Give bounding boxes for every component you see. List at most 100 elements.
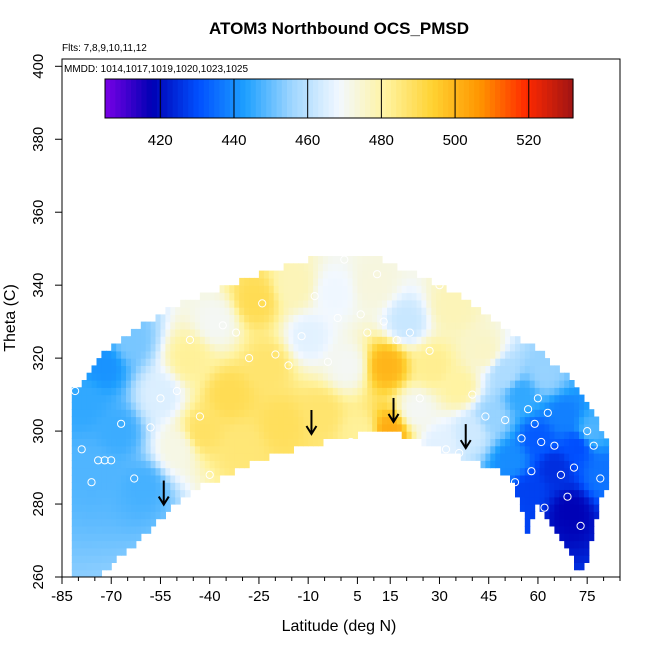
heat-cell	[121, 365, 127, 374]
colorbar-tick-label: 420	[148, 132, 173, 149]
heat-cell	[337, 416, 344, 425]
heat-cell	[268, 372, 275, 381]
heat-cell	[485, 343, 491, 352]
heat-cell	[145, 504, 152, 512]
heat-cell	[175, 489, 181, 498]
heat-cell	[224, 321, 230, 330]
heat-cell	[347, 372, 354, 381]
heat-cell	[155, 438, 161, 447]
heat-cell	[234, 343, 240, 352]
heat-cell	[199, 431, 206, 439]
heat-cell	[416, 365, 422, 374]
heat-cell	[515, 358, 521, 366]
heat-cell	[490, 460, 496, 469]
heat-cell	[96, 482, 102, 491]
heat-cell	[534, 380, 541, 388]
heat-cell	[500, 343, 506, 352]
heat-cell	[175, 343, 181, 352]
heat-cell	[480, 431, 486, 439]
heat-cell	[421, 350, 427, 359]
heat-cell	[121, 525, 127, 534]
heat-cell	[135, 489, 142, 498]
heat-cell	[308, 438, 314, 447]
heat-cell	[81, 482, 88, 491]
heat-cell	[362, 416, 368, 425]
heat-cell	[140, 518, 147, 527]
heat-cell	[229, 350, 235, 359]
heat-cell	[342, 263, 349, 272]
heat-cell	[396, 270, 403, 279]
heat-cell	[229, 423, 235, 432]
heat-cell	[490, 409, 496, 418]
heat-cell	[194, 431, 201, 439]
heat-cell	[268, 445, 275, 454]
heat-cell	[298, 270, 304, 279]
heat-cell	[140, 525, 147, 534]
heat-cell	[367, 256, 373, 264]
heat-cell	[411, 416, 418, 425]
heat-cell	[160, 467, 166, 476]
y-tick-label: 400	[30, 54, 47, 79]
heat-cell	[318, 321, 324, 330]
heat-cell	[283, 328, 290, 337]
heat-cell	[313, 343, 319, 352]
colorbar: 420 440 460 480 500 520	[104, 78, 574, 149]
heat-cell	[91, 569, 97, 577]
heat-cell	[322, 423, 329, 432]
heat-cell	[549, 511, 555, 520]
heat-cell	[322, 365, 329, 374]
heat-cell	[258, 336, 265, 345]
heat-cell	[155, 489, 161, 498]
heat-cell	[342, 321, 349, 330]
heat-cell	[288, 343, 294, 352]
heat-cell	[116, 504, 122, 512]
heat-cell	[515, 380, 521, 388]
heat-cell	[175, 336, 181, 345]
observation-point	[258, 299, 267, 308]
heat-cell	[352, 292, 358, 301]
heat-cell	[165, 409, 171, 418]
heat-cell	[180, 460, 186, 469]
heat-cell	[263, 292, 270, 301]
heat-cell	[170, 438, 176, 447]
heat-cell	[126, 343, 132, 352]
heat-cell	[116, 511, 122, 520]
heat-cell	[534, 489, 541, 498]
heat-cell	[322, 350, 329, 359]
heat-cell	[441, 445, 447, 454]
heat-cell	[126, 350, 132, 359]
heat-cell	[293, 380, 299, 388]
heat-cell	[170, 453, 176, 461]
heat-cell	[391, 328, 398, 337]
observation-point	[540, 503, 549, 512]
heat-cell	[401, 358, 408, 366]
heat-cell	[268, 394, 275, 403]
heat-cell	[268, 314, 275, 323]
heat-cell	[441, 336, 447, 345]
heat-cell	[337, 358, 344, 366]
heat-cell	[342, 277, 349, 286]
heat-cell	[160, 431, 166, 439]
heat-cell	[411, 350, 418, 359]
heat-cell	[460, 431, 467, 439]
heat-cell	[559, 525, 565, 534]
heat-cell	[229, 307, 235, 315]
colorbar-swatch	[261, 79, 267, 118]
colorbar-swatch	[151, 79, 158, 118]
heat-cell	[406, 336, 413, 345]
heat-cell	[495, 423, 501, 432]
heat-cell	[130, 533, 137, 542]
heat-cell	[362, 299, 368, 308]
heat-cell	[377, 299, 383, 308]
heat-cell	[441, 350, 447, 359]
heat-cell	[327, 401, 334, 410]
heat-cell	[332, 387, 339, 396]
heat-cell	[140, 350, 147, 359]
heat-cell	[352, 256, 358, 264]
heat-cell	[421, 394, 427, 403]
heat-cell	[101, 518, 107, 527]
heat-cell	[337, 431, 344, 439]
heat-cell	[327, 321, 334, 330]
heat-cell	[485, 328, 491, 337]
